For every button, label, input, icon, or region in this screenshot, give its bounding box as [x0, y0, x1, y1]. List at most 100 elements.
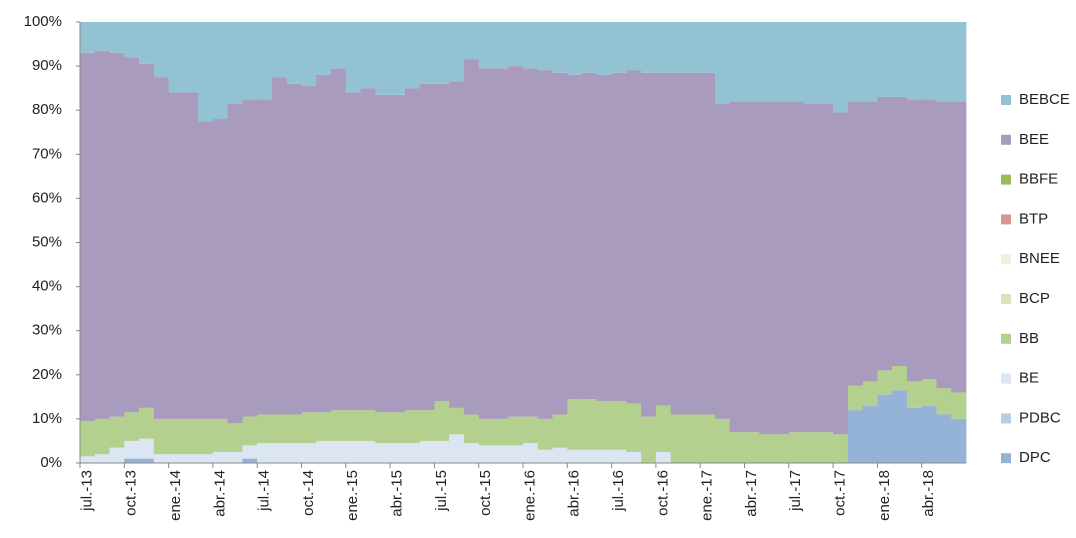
y-tick-label: 0%	[40, 454, 62, 471]
area-segment	[463, 414, 480, 444]
area-segment	[478, 68, 494, 419]
area-segment	[434, 83, 450, 402]
area-segment	[227, 103, 243, 424]
area-segment	[271, 22, 288, 78]
area-segment	[242, 416, 258, 446]
x-tick-label: oct.-15	[477, 470, 494, 516]
legend-label: BTP	[1019, 210, 1048, 227]
area-segment	[449, 22, 465, 82]
area-segment	[596, 74, 612, 402]
area-segment	[818, 432, 834, 463]
area-segment	[641, 72, 657, 417]
area-segment	[345, 410, 361, 441]
area-segment	[655, 405, 672, 452]
area-segment	[183, 22, 199, 93]
area-segment	[508, 66, 524, 417]
y-tick-label: 50%	[32, 233, 62, 250]
area-segment	[803, 432, 819, 463]
area-segment	[212, 119, 229, 419]
area-segment	[331, 440, 347, 463]
area-segment	[478, 445, 494, 463]
legend-swatch	[1001, 95, 1011, 105]
area-segment	[404, 443, 421, 463]
area-segment	[700, 72, 716, 415]
area-segment	[877, 96, 893, 371]
area-segment	[449, 434, 465, 463]
area-segment	[936, 22, 952, 102]
area-segment	[449, 407, 465, 435]
area-segment	[109, 52, 125, 417]
area-segment	[316, 412, 332, 441]
area-segment	[788, 22, 804, 102]
area-segment	[390, 412, 406, 444]
area-segment	[375, 443, 391, 463]
area-segment	[552, 414, 568, 448]
area-segment	[463, 22, 480, 60]
area-segment	[198, 418, 214, 455]
area-segment	[124, 440, 140, 459]
area-segment	[523, 443, 539, 463]
area-segment	[124, 412, 140, 441]
area-segment	[286, 83, 302, 415]
legend-swatch	[1001, 214, 1011, 225]
area-segment	[685, 22, 701, 73]
x-tick-label: oct.-14	[300, 470, 317, 516]
area-segment	[611, 401, 627, 450]
area-segment	[818, 103, 834, 433]
legend-label: BEBCE	[1019, 91, 1070, 108]
area-segment	[892, 390, 908, 463]
area-segment	[80, 456, 96, 463]
area-segment	[390, 94, 406, 413]
area-segment	[80, 52, 96, 422]
area-segment	[463, 59, 480, 415]
y-tick-label: 60%	[32, 189, 62, 206]
area-segment	[404, 88, 421, 411]
area-segment	[774, 434, 790, 463]
area-segment	[508, 22, 524, 67]
area-segment	[921, 379, 937, 406]
x-tick-label: ene.-14	[167, 470, 184, 521]
area-segment	[198, 454, 214, 463]
area-segment	[434, 401, 450, 441]
legend-swatch	[1001, 373, 1011, 384]
x-tick-label: abr.-17	[743, 470, 760, 517]
area-segment	[331, 410, 347, 441]
area-segment	[183, 418, 199, 455]
x-tick-label: ene.-15	[344, 470, 361, 521]
area-segment	[80, 22, 96, 53]
area-segment	[774, 101, 790, 435]
area-segment	[434, 440, 450, 463]
area-segment	[168, 92, 184, 419]
area-segment	[862, 101, 878, 382]
legend-label: BB	[1019, 330, 1039, 347]
y-tick-label: 30%	[32, 322, 62, 339]
area-segment	[227, 451, 243, 463]
area-segment	[109, 447, 125, 463]
area-segment	[655, 451, 672, 463]
area-segment	[729, 101, 745, 433]
area-segment	[242, 99, 258, 417]
area-segment	[862, 405, 878, 463]
area-segment	[611, 72, 627, 402]
area-segment	[419, 440, 435, 463]
x-tick-label: jul.-15	[433, 470, 450, 512]
area-segment	[803, 103, 819, 433]
y-tick-label: 90%	[32, 57, 62, 74]
area-segment	[168, 454, 184, 463]
area-segment	[449, 81, 465, 408]
y-tick-label: 10%	[32, 410, 62, 427]
legend-label: DPC	[1019, 449, 1051, 466]
area-segment	[360, 410, 376, 441]
area-segment	[390, 22, 406, 95]
area-segment	[419, 410, 435, 441]
legend-label: BCP	[1019, 290, 1050, 307]
x-tick-label: jul.-14	[256, 470, 273, 512]
area-segment	[744, 22, 760, 102]
area-segment	[345, 22, 361, 93]
area-segment	[478, 22, 494, 69]
area-segment	[523, 68, 539, 417]
area-segment	[404, 410, 421, 444]
area-segment	[847, 410, 864, 463]
legend-label: BEE	[1019, 131, 1049, 148]
